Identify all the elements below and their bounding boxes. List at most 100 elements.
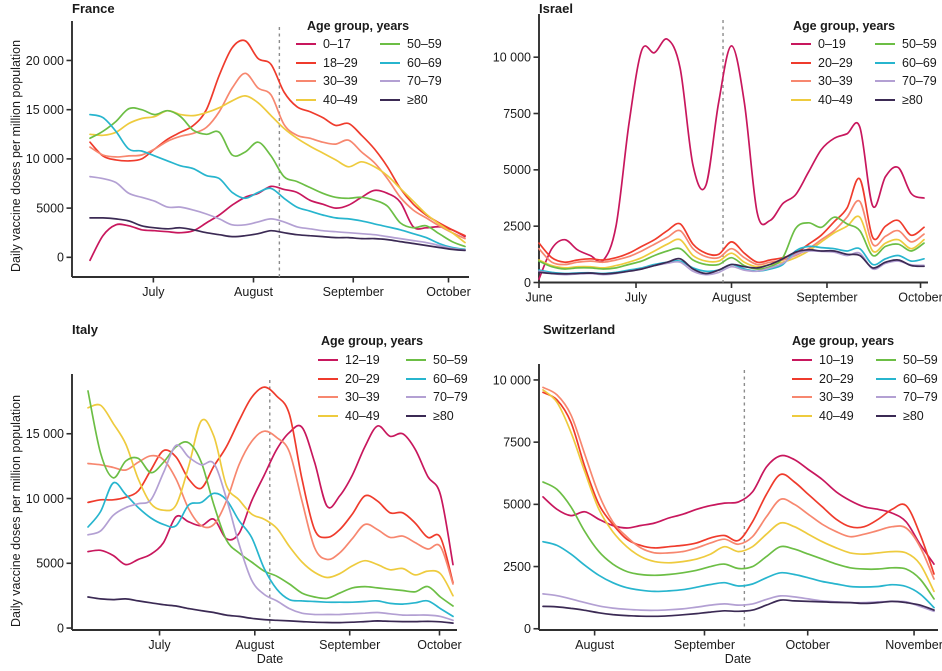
y-tick-label: 5000 bbox=[36, 557, 64, 571]
series-line-70–79 bbox=[89, 175, 466, 251]
series-line-40–49 bbox=[538, 215, 925, 269]
italy-chart: 0 5000 10 000 15 000 July August September Octo… bbox=[26, 374, 462, 652]
y-tick-label: 15 000 bbox=[26, 427, 64, 441]
x-tick-label: August bbox=[575, 638, 614, 652]
y-tick-label: 2500 bbox=[503, 560, 531, 574]
legend-label: 60–69 bbox=[433, 371, 468, 386]
legend-entry: 60–69 bbox=[406, 370, 468, 389]
legend-label: ≥80 bbox=[433, 408, 454, 423]
legend-line-swatch bbox=[380, 98, 400, 101]
series-line-10–19 bbox=[542, 454, 935, 565]
legend-label: 20–29 bbox=[818, 55, 853, 70]
legend-label: 70–79 bbox=[902, 74, 937, 89]
legend-line-swatch bbox=[318, 377, 338, 380]
x-axis-label-italy: Date bbox=[256, 652, 284, 666]
legend-entry: 40–49 bbox=[318, 407, 406, 426]
legend-line-swatch bbox=[406, 377, 426, 380]
series-line-≥80 bbox=[542, 599, 935, 618]
series-line-70–79 bbox=[87, 444, 454, 622]
x-tick-label: July bbox=[625, 291, 648, 305]
legend-entry: 70–79 bbox=[875, 72, 937, 91]
legend-label: 20–29 bbox=[819, 371, 854, 386]
legend-line-swatch bbox=[296, 43, 316, 46]
y-tick-label: 10 000 bbox=[493, 50, 531, 64]
y-tick-label: 5000 bbox=[503, 163, 531, 177]
legend-entry: 70–79 bbox=[876, 388, 938, 407]
legend-title-italy: Age group, years bbox=[321, 334, 424, 348]
y-tick-label: 0 bbox=[524, 622, 531, 636]
legend-entry: 60–69 bbox=[875, 54, 937, 73]
legend-label: 20–29 bbox=[345, 371, 380, 386]
series-line-20–29 bbox=[542, 391, 935, 575]
legend-entry: ≥80 bbox=[876, 407, 938, 426]
panel-title-france: France bbox=[72, 1, 115, 16]
series-line-50–59 bbox=[87, 390, 454, 607]
y-tick-label: 0 bbox=[57, 251, 64, 265]
x-tick-label: July bbox=[142, 285, 165, 299]
series-line-12–19 bbox=[87, 424, 454, 566]
legend-label: 50–59 bbox=[902, 37, 937, 52]
legend-line-swatch bbox=[380, 80, 400, 83]
series-line-30–39 bbox=[542, 386, 935, 580]
legend-line-swatch bbox=[876, 377, 896, 380]
legend-label: 0–19 bbox=[818, 37, 846, 52]
legend-label: 50–59 bbox=[903, 353, 938, 368]
france-chart: 0 5000 10 000 15 000 20 000 July August Septemb… bbox=[26, 21, 471, 299]
legend-label: 60–69 bbox=[902, 55, 937, 70]
y-tick-label: 10 000 bbox=[26, 152, 64, 166]
legend-label: ≥80 bbox=[407, 92, 428, 107]
legend-entry: 0–17 bbox=[296, 35, 380, 54]
legend-label: 60–69 bbox=[903, 371, 938, 386]
legend-line-swatch bbox=[876, 396, 896, 399]
y-tick-label: 10 000 bbox=[493, 373, 531, 387]
panel-title-switzerland: Switzerland bbox=[543, 322, 616, 337]
legend-entry: 50–59 bbox=[875, 35, 937, 54]
israel-chart: 0 2500 5000 7500 10 000 June July August Septemb… bbox=[493, 14, 942, 305]
legend-label: 70–79 bbox=[903, 390, 938, 405]
legend-title-israel: Age group, years bbox=[793, 19, 896, 33]
legend-switzerland: 10–19 20–29 30–39 40–49 50–59 60–69 70–79 ≥80 bbox=[792, 351, 938, 425]
legend-line-swatch bbox=[406, 359, 426, 362]
x-tick-label: August bbox=[234, 285, 273, 299]
series-line-≥80 bbox=[538, 248, 925, 275]
x-tick-label: July bbox=[148, 638, 171, 652]
legend-line-swatch bbox=[791, 98, 811, 101]
x-tick-label: September bbox=[796, 291, 857, 305]
legend-entry: 60–69 bbox=[380, 54, 442, 73]
legend-entry: 50–59 bbox=[380, 35, 442, 54]
y-tick-label: 20 000 bbox=[26, 54, 64, 68]
panel-israel: 0 2500 5000 7500 10 000 June July August Septemb… bbox=[471, 0, 942, 305]
series-line-0–17 bbox=[89, 185, 466, 262]
legend-entry: 20–29 bbox=[791, 54, 875, 73]
legend-france: 0–17 18–29 30–39 40–49 50–59 60–69 70–79 ≥80 bbox=[296, 35, 442, 109]
series-line-60–69 bbox=[87, 481, 454, 618]
legend-label: 12–19 bbox=[345, 353, 380, 368]
y-tick-label: 7500 bbox=[503, 107, 531, 121]
y-tick-label: 7500 bbox=[503, 435, 531, 449]
y-tick-label: 2500 bbox=[503, 219, 531, 233]
legend-line-swatch bbox=[380, 61, 400, 64]
legend-entry: 40–49 bbox=[792, 407, 876, 426]
legend-entry: 30–39 bbox=[318, 388, 406, 407]
series-line-20–29 bbox=[87, 386, 454, 584]
panel-france: 0 5000 10 000 15 000 20 000 July August Septemb… bbox=[0, 0, 471, 300]
y-tick-label: 10 000 bbox=[26, 492, 64, 506]
legend-label: 60–69 bbox=[407, 55, 442, 70]
legend-label: 10–19 bbox=[819, 353, 854, 368]
legend-label: 0–17 bbox=[323, 37, 351, 52]
legend-line-swatch bbox=[318, 396, 338, 399]
legend-label: 40–49 bbox=[819, 408, 854, 423]
legend-entry: 50–59 bbox=[406, 351, 468, 370]
legend-label: 30–39 bbox=[818, 74, 853, 89]
legend-line-swatch bbox=[792, 414, 812, 417]
series-line-0–19 bbox=[538, 38, 925, 280]
legend-entry: 50–59 bbox=[876, 351, 938, 370]
series-line-40–49 bbox=[89, 95, 466, 244]
legend-entry: 10–19 bbox=[792, 351, 876, 370]
legend-entry: 30–39 bbox=[791, 72, 875, 91]
y-tick-label: 0 bbox=[57, 621, 64, 635]
x-tick-label: November bbox=[885, 638, 942, 652]
legend-title-france: Age group, years bbox=[307, 19, 410, 33]
legend-line-swatch bbox=[406, 396, 426, 399]
